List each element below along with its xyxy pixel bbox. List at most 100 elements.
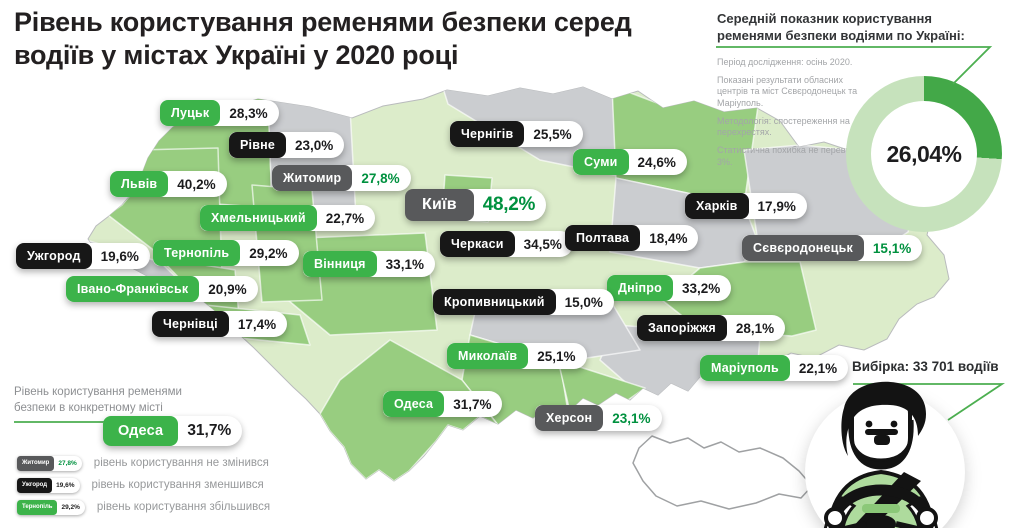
city-badge-21: Маріуполь 22,1% — [700, 355, 849, 381]
city-value: 23,0% — [295, 137, 334, 153]
city-badge-1: Рівне 23,0% — [229, 132, 345, 158]
city-name: Київ — [405, 189, 474, 221]
city-badge-13: Тернопіль 29,2% — [153, 240, 299, 266]
city-name: Маріуполь — [700, 355, 790, 381]
driver-eye-left — [865, 420, 873, 428]
city-value: 33,2% — [681, 280, 721, 296]
legend-mini-city: Житомир — [17, 455, 55, 471]
page-title-line2: водіїв у містах Україні у 2020 році — [14, 39, 459, 70]
legend-row-0: Житомир 27,8% рівень користування не зміни… — [17, 452, 270, 474]
city-value: 24,6% — [637, 154, 676, 170]
city-badge-3: Чернігів 25,5% — [450, 121, 583, 147]
city-badge-20: Миколаїв 25,1% — [447, 343, 587, 369]
city-name: Полтава — [565, 225, 641, 251]
city-name: Херсон — [535, 405, 604, 431]
driver-beard — [848, 419, 914, 470]
summary-note: Методологія: спостереження на перехрестя… — [717, 115, 850, 138]
city-badge-14: Вінниця 33,1% — [303, 251, 435, 277]
city-name: Житомир — [272, 165, 353, 191]
page-title: Рівень користування ременями безпеки сер… — [14, 6, 714, 72]
city-name: Ужгород — [16, 243, 92, 269]
driver-hair — [841, 381, 926, 456]
city-badge-7: Харків 17,9% — [685, 193, 807, 219]
city-value: 23,1% — [612, 410, 651, 426]
city-badge-6: Київ 48,2% — [405, 189, 547, 221]
city-name: Тернопіль — [153, 240, 241, 266]
city-badge-22: Одеса 31,7% — [383, 391, 503, 417]
legend-title: Рівень користування ременями безпеки в к… — [14, 385, 234, 416]
city-name: Рівне — [229, 132, 286, 158]
wheel-spoke-left — [839, 521, 867, 528]
city-value: 27,8% — [361, 170, 400, 186]
legend-title-line2: безпеки в конкретному місті — [14, 401, 163, 414]
city-value: 28,3% — [229, 105, 268, 121]
city-badge-8: Хмельницький 22,7% — [200, 205, 376, 231]
city-name: Кропивницький — [433, 289, 556, 315]
legend-row-2: Тернопіль 29,2% рівень користування збільш… — [17, 496, 270, 518]
city-value: 22,1% — [798, 360, 838, 376]
legend-mini-value: 27,8% — [58, 459, 77, 467]
seatbelt — [851, 472, 921, 528]
city-badge-17: Кропивницький 15,0% — [433, 289, 614, 315]
city-value: 17,4% — [237, 316, 277, 332]
city-name: Чернівці — [152, 311, 229, 337]
legend-mini-city: Ужгород — [17, 477, 53, 493]
legend-mini-value: 29,2% — [61, 503, 80, 511]
city-badge-4: Суми 24,6% — [573, 149, 687, 175]
city-value: 17,9% — [757, 198, 796, 214]
driver-illustration — [805, 381, 965, 528]
city-name: Вінниця — [303, 251, 377, 277]
city-name: Хмельницький — [200, 205, 317, 231]
city-name: Харків — [685, 193, 749, 219]
city-badge-16: Івано-Франківськ 20,9% — [66, 276, 258, 302]
city-badge-15: Дніпро 33,2% — [607, 275, 732, 301]
city-value: 22,7% — [325, 210, 365, 226]
crimea-outline — [632, 435, 813, 510]
city-badge-23: Херсон 23,1% — [535, 405, 662, 431]
city-badge-11: Сєвєродонецьк 15,1% — [742, 235, 923, 261]
city-badge-12: Ужгород 19,6% — [16, 243, 150, 269]
driver-hand-right — [916, 507, 938, 528]
city-value: 28,1% — [735, 320, 775, 336]
city-badge-2: Житомир 27,8% — [272, 165, 411, 191]
wheel-spoke-right — [895, 521, 923, 528]
city-value: 25,5% — [533, 126, 572, 142]
city-name: Запоріжжя — [637, 315, 727, 341]
average-value: 26,04% — [886, 140, 962, 167]
city-badge-5: Львів 40,2% — [110, 171, 227, 197]
legend-item-label: рівень користування збільшився — [96, 501, 271, 513]
city-name: Сєвєродонецьк — [742, 235, 864, 261]
city-badge-0: Луцьк 28,3% — [160, 100, 279, 126]
city-badge-18: Запоріжжя 28,1% — [637, 315, 786, 341]
legend-row-1: Ужгород 19,6% рівень користування зменшивс… — [17, 474, 270, 496]
city-name: Івано-Франківськ — [66, 276, 200, 302]
city-value: 18,4% — [649, 230, 688, 246]
city-badge-10: Полтава 18,4% — [565, 225, 699, 251]
summary-note: Показані результати обласних центрів та … — [717, 74, 858, 109]
city-name: Чернігів — [450, 121, 525, 147]
legend-example-value: 31,7% — [187, 422, 232, 439]
city-value: 15,0% — [564, 294, 603, 310]
city-value: 34,5% — [523, 236, 562, 252]
steering-wheel-accent — [862, 504, 900, 513]
driver-mustache — [865, 429, 898, 435]
city-value: 19,6% — [100, 248, 139, 264]
legend-item-label: рівень користування зменшився — [91, 479, 264, 491]
summary-heading: Середній показник користування ременями … — [717, 11, 997, 45]
city-value: 33,1% — [385, 256, 424, 272]
legend-mini-badge: Житомир 27,8% — [17, 455, 82, 471]
city-value: 31,7% — [453, 396, 492, 412]
page-title-line1: Рівень користування ременями безпеки сер… — [14, 7, 632, 37]
city-value: 20,9% — [208, 281, 247, 297]
city-value: 40,2% — [177, 176, 216, 192]
legend-mini-city: Тернопіль — [17, 499, 58, 515]
summary-heading-line1: Середній показник користування — [717, 11, 932, 26]
city-name: Черкаси — [440, 231, 515, 257]
city-value: 48,2% — [482, 194, 536, 215]
summary-note: Статистична похибка не перевищує 3%. — [717, 145, 868, 167]
city-name: Суми — [573, 149, 629, 175]
steering-wheel-hub — [866, 515, 896, 528]
legend-items: Житомир 27,8% рівень користування не зміни… — [17, 452, 270, 518]
driver-eye-right — [890, 420, 898, 428]
